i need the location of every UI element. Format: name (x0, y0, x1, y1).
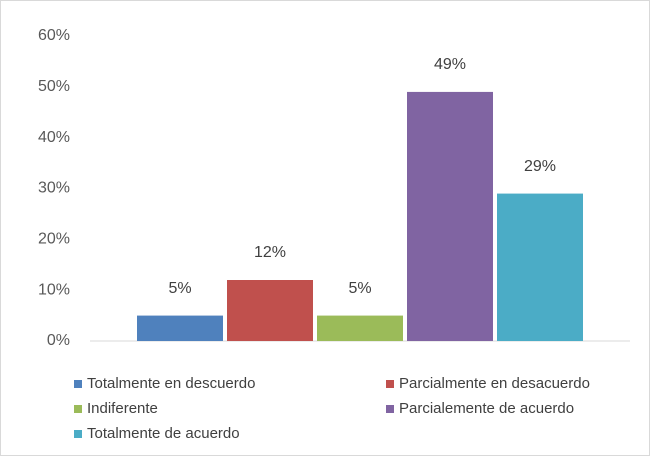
legend-marker (74, 430, 82, 438)
y-tick-label: 20% (38, 231, 70, 248)
data-label: 29% (524, 158, 556, 175)
y-tick-label: 30% (38, 180, 70, 197)
legend-label: Parcialemente de acuerdo (399, 400, 574, 417)
bar (497, 193, 583, 341)
legend-label: Totalmente en descuerdo (87, 375, 255, 392)
data-label: 5% (168, 280, 191, 297)
y-tick-label: 0% (47, 332, 70, 349)
bar (407, 91, 493, 342)
y-tick-label: 60% (38, 27, 70, 44)
bar (137, 315, 223, 341)
y-tick-label: 40% (38, 129, 70, 146)
data-label: 5% (348, 280, 371, 297)
data-label: 12% (254, 244, 286, 261)
y-tick-label: 50% (38, 78, 70, 95)
bar (227, 280, 313, 341)
legend-label: Indiferente (87, 400, 158, 417)
legend-marker (386, 405, 394, 413)
data-label: 49% (434, 56, 466, 73)
legend-marker (74, 380, 82, 388)
legend-marker (74, 405, 82, 413)
y-tick-label: 10% (38, 281, 70, 298)
legend-label: Totalmente de acuerdo (87, 425, 240, 442)
bar (317, 315, 403, 341)
legend-label: Parcialmente en desacuerdo (399, 375, 590, 392)
legend-marker (386, 380, 394, 388)
